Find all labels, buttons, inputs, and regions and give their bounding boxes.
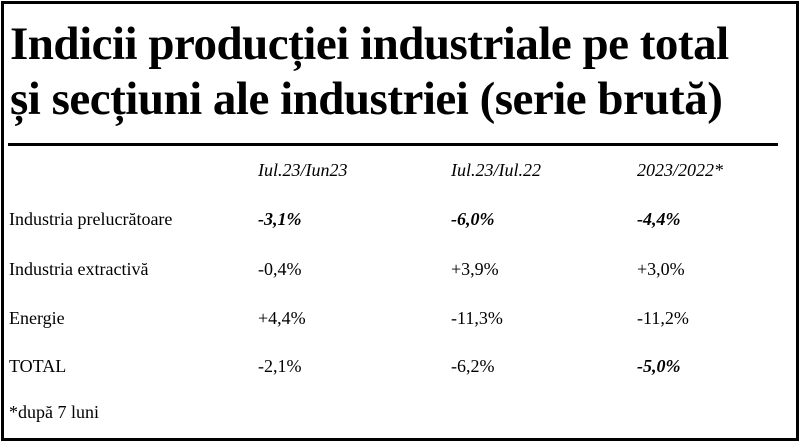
column-header-3: 2023/2022*	[637, 160, 724, 180]
row-2-value-3: +3,0%	[637, 259, 685, 279]
row-label-1: Industria prelucrătoare	[9, 209, 173, 229]
title-line-2: și secțiuni ale industriei (serie brută)	[10, 73, 723, 125]
row-label-3: Energie	[9, 308, 65, 328]
row-2-value-1: -0,4%	[258, 259, 302, 279]
row-3-value-2: -11,3%	[451, 308, 503, 328]
row-4-value-2: -6,2%	[451, 356, 495, 376]
row-1-value-1: -3,1%	[258, 209, 302, 229]
row-3-value-1: +4,4%	[258, 308, 306, 328]
title-line-1: Indicii producției industriale pe total	[10, 18, 729, 70]
document-title: Indicii producției industriale pe total …	[10, 17, 790, 127]
row-4-value-1: -2,1%	[258, 356, 302, 376]
row-1-value-2: -6,0%	[451, 209, 495, 229]
column-header-2: Iul.23/Iul.22	[451, 160, 541, 180]
row-2-value-2: +3,9%	[451, 259, 499, 279]
row-label-2: Industria extractivă	[9, 259, 149, 279]
row-3-value-3: -11,2%	[637, 308, 689, 328]
column-header-1: Iul.23/Iun23	[258, 160, 348, 180]
footnote: *după 7 luni	[9, 402, 99, 422]
row-4-value-3: -5,0%	[637, 356, 681, 376]
row-label-4: TOTAL	[9, 356, 67, 376]
row-1-value-3: -4,4%	[637, 209, 681, 229]
title-underline	[8, 143, 778, 146]
